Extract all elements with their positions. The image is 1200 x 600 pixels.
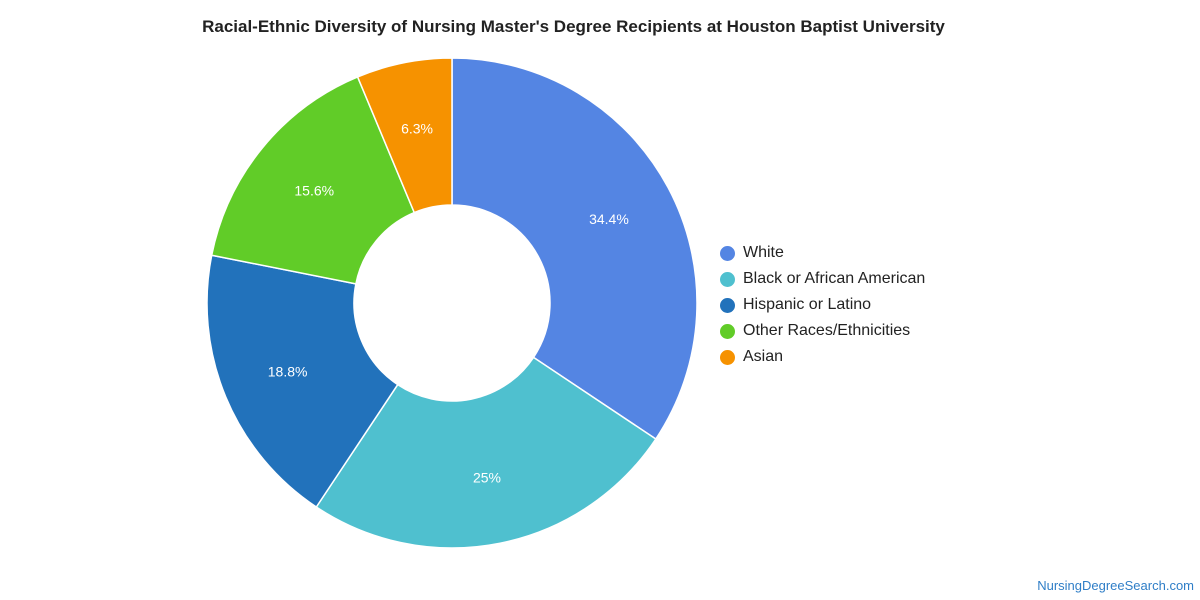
value-label-asian: 6.3% xyxy=(401,120,433,136)
legend-item-black-or-african-american[interactable]: Black or African American xyxy=(720,266,925,292)
donut-slices xyxy=(206,57,698,549)
legend-item-hispanic-or-latino[interactable]: Hispanic or Latino xyxy=(720,292,925,318)
slice-asian[interactable] xyxy=(356,57,453,214)
legend-swatch-icon xyxy=(720,297,735,313)
legend-swatch-icon xyxy=(720,245,735,261)
value-label-white: 34.4% xyxy=(589,211,629,227)
slice-hispanic-or-latino[interactable] xyxy=(206,254,399,509)
legend-swatch-icon xyxy=(720,323,735,339)
legend-item-asian[interactable]: Asian xyxy=(720,344,925,370)
legend-swatch-icon xyxy=(720,349,735,365)
legend-label: Asian xyxy=(743,348,784,365)
value-label-other-races-ethnicities: 15.6% xyxy=(294,182,334,198)
chart-title: Racial-Ethnic Diversity of Nursing Maste… xyxy=(202,17,945,36)
legend-item-other-races-ethnicities[interactable]: Other Races/Ethnicities xyxy=(720,318,925,344)
legend-item-white[interactable]: White xyxy=(720,240,925,266)
source-attribution[interactable]: NursingDegreeSearch.com xyxy=(1037,578,1194,593)
legend-label: Hispanic or Latino xyxy=(743,296,872,313)
slice-other-races-ethnicities[interactable] xyxy=(210,75,416,285)
legend-label: White xyxy=(743,244,784,261)
slice-black-or-african-american[interactable] xyxy=(315,356,657,549)
legend-label: Black or African American xyxy=(743,270,926,287)
value-label-hispanic-or-latino: 18.8% xyxy=(268,363,308,379)
legend-swatch-icon xyxy=(720,271,735,287)
donut-value-labels: 34.4% 25% 18.8% 15.6% 6.3% xyxy=(268,120,629,485)
value-label-black-or-african-american: 25% xyxy=(473,470,501,486)
legend-label: Other Races/Ethnicities xyxy=(743,322,911,339)
slice-white[interactable] xyxy=(451,57,698,441)
chart-legend: White Black or African American Hispanic o… xyxy=(720,240,925,370)
